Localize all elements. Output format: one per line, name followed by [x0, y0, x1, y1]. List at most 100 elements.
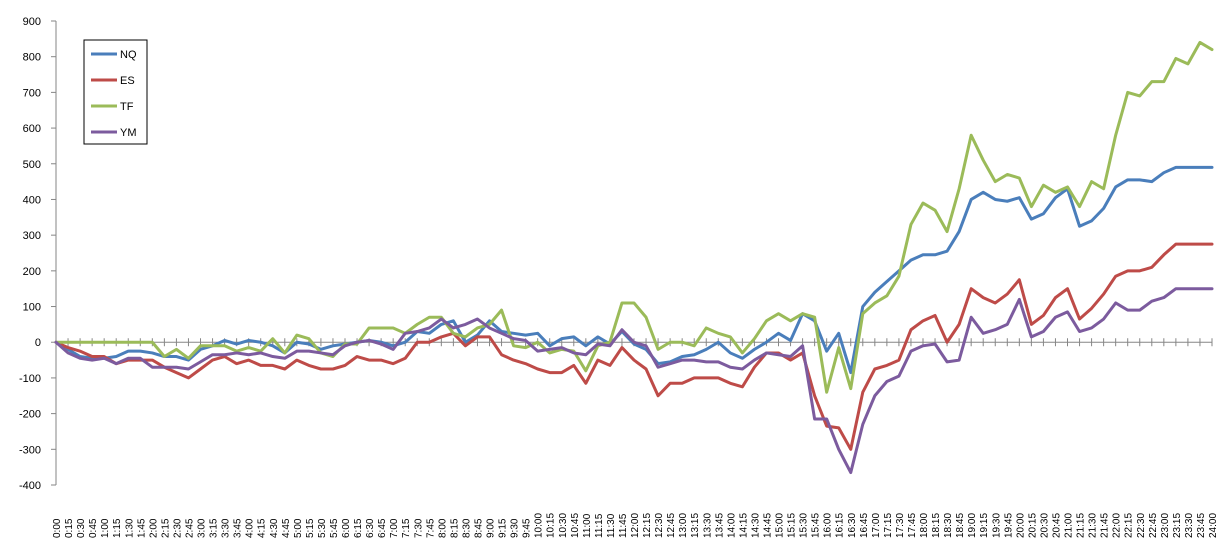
y-tick-label: -100: [19, 373, 41, 385]
legend: NQ ES TF YM: [83, 39, 148, 145]
x-tick-label: 4:45: [281, 518, 292, 538]
x-tick-label: 13:45: [714, 513, 725, 538]
x-tick-label: 18:15: [931, 513, 942, 538]
x-tick-label: 3:00: [197, 518, 208, 538]
x-tick-label: 21:15: [1076, 513, 1087, 538]
x-tick-label: 0:45: [88, 518, 99, 538]
x-tick-label: 15:15: [787, 513, 798, 538]
x-tick-label: 18:45: [955, 513, 966, 538]
x-tick-label: 7:15: [401, 518, 412, 538]
x-tick-label: 22:45: [1148, 513, 1159, 538]
y-tick-label: 0: [35, 337, 41, 349]
x-tick-label: 3:15: [209, 518, 220, 538]
x-tick-label: 4:00: [245, 518, 256, 538]
y-tick-label: 300: [23, 230, 41, 242]
legend-label-es: ES: [120, 75, 135, 87]
legend-box: [83, 39, 148, 145]
x-tick-label: 16:45: [859, 513, 870, 538]
legend-label-tf: TF: [120, 101, 134, 113]
x-tick-label: 3:45: [233, 518, 244, 538]
x-tick-label: 20:00: [1015, 513, 1026, 538]
x-tick-label: 5:45: [329, 518, 340, 538]
x-tick-label: 14:45: [762, 513, 773, 538]
x-tick-label: 7:00: [389, 518, 400, 538]
x-tick-label: 15:00: [775, 513, 786, 538]
x-tick-label: 22:30: [1136, 513, 1147, 538]
x-tick-label: 20:15: [1027, 513, 1038, 538]
y-axis: -400 -300 -200 -100 0 100 200 300 400 500 600 700 80…: [19, 16, 57, 492]
y-tick-label: 600: [23, 123, 41, 135]
legend-label-nq: NQ: [120, 49, 137, 61]
x-tick-label: 17:30: [895, 513, 906, 538]
x-tick-label: 20:45: [1051, 513, 1062, 538]
x-tick-label: 17:00: [871, 513, 882, 538]
x-tick-label: 6:15: [353, 518, 364, 538]
x-tick-label: 17:15: [883, 513, 894, 538]
x-tick-label: 6:45: [377, 518, 388, 538]
x-tick-label: 8:30: [461, 518, 472, 538]
x-tick-label: 14:15: [738, 513, 749, 538]
x-tick-label: 5:15: [305, 518, 316, 538]
x-tick-label: 23:30: [1184, 513, 1195, 538]
x-tick-label: 1:00: [100, 518, 111, 538]
x-tick-label: 5:00: [293, 518, 304, 538]
x-tick-label: 2:15: [160, 518, 171, 538]
y-tick-label: 700: [23, 87, 41, 99]
legend-label-ym: YM: [120, 127, 137, 139]
x-tick-label: 2:30: [172, 518, 183, 538]
y-tick-label: 500: [23, 159, 41, 171]
x-tick-label: 0:00: [52, 518, 63, 538]
x-tick-label: 2:00: [148, 518, 159, 538]
x-tick-label: 20:30: [1039, 513, 1050, 538]
x-tick-label: 8:00: [437, 518, 448, 538]
x-tick-label: 23:15: [1172, 513, 1183, 538]
x-tick-label: 8:45: [473, 518, 484, 538]
x-tick-label: 7:30: [413, 518, 424, 538]
x-tick-label: 22:15: [1124, 513, 1135, 538]
x-tick-label: 13:15: [690, 513, 701, 538]
x-tick-label: 18:00: [919, 513, 930, 538]
x-tick-label: 12:30: [654, 513, 665, 538]
y-tick-label: 900: [23, 16, 41, 28]
y-tick-label: 200: [23, 266, 41, 278]
x-tick-label: 8:15: [449, 518, 460, 538]
x-tick-label: 4:15: [257, 518, 268, 538]
y-tick-label: -300: [19, 444, 41, 456]
x-tick-label: 10:00: [534, 513, 545, 538]
x-tick-label: 5:30: [317, 518, 328, 538]
series-line-es: [54, 242, 1214, 451]
x-tick-label: 19:15: [979, 513, 990, 538]
series-layer: [54, 40, 1214, 475]
x-tick-label: 7:45: [425, 518, 436, 538]
x-tick-label: 15:30: [799, 513, 810, 538]
x-tick-label: 14:00: [726, 513, 737, 538]
x-tick-label: 3:30: [221, 518, 232, 538]
x-tick-label: 21:30: [1088, 513, 1099, 538]
x-tick-label: 1:15: [112, 518, 123, 538]
y-tick-label: -200: [19, 409, 41, 421]
y-tick-label: 800: [23, 52, 41, 64]
x-tick-label: 16:00: [823, 513, 834, 538]
x-tick-label: 13:30: [702, 513, 713, 538]
y-tick-label: -400: [19, 480, 41, 492]
y-tick-label: 400: [23, 194, 41, 206]
x-tick-label: 21:00: [1064, 513, 1075, 538]
x-tick-label: 18:30: [943, 513, 954, 538]
x-tick-label: 13:00: [678, 513, 689, 538]
x-tick-label: 4:30: [269, 518, 280, 538]
x-tick-label: 11:30: [606, 513, 617, 538]
x-tick-label: 12:00: [630, 513, 641, 538]
x-tick-label: 9:15: [498, 518, 509, 538]
x-tick-label: 23:45: [1196, 513, 1207, 538]
x-tick-label: 22:00: [1112, 513, 1123, 538]
x-tick-label: 2:45: [184, 518, 195, 538]
x-tick-label: 6:30: [365, 518, 376, 538]
x-tick-label: 21:45: [1100, 513, 1111, 538]
x-tick-label: 19:30: [991, 513, 1002, 538]
x-tick-label: 9:30: [510, 518, 521, 538]
x-tick-label: 12:45: [666, 513, 677, 538]
x-tick-label: 6:00: [341, 518, 352, 538]
x-tick-label: 1:45: [136, 518, 147, 538]
x-axis: 0:00 0:15 0:30 0:45 1:00 1:15 1:30 1:45 2:00 2:15…: [52, 338, 1219, 538]
